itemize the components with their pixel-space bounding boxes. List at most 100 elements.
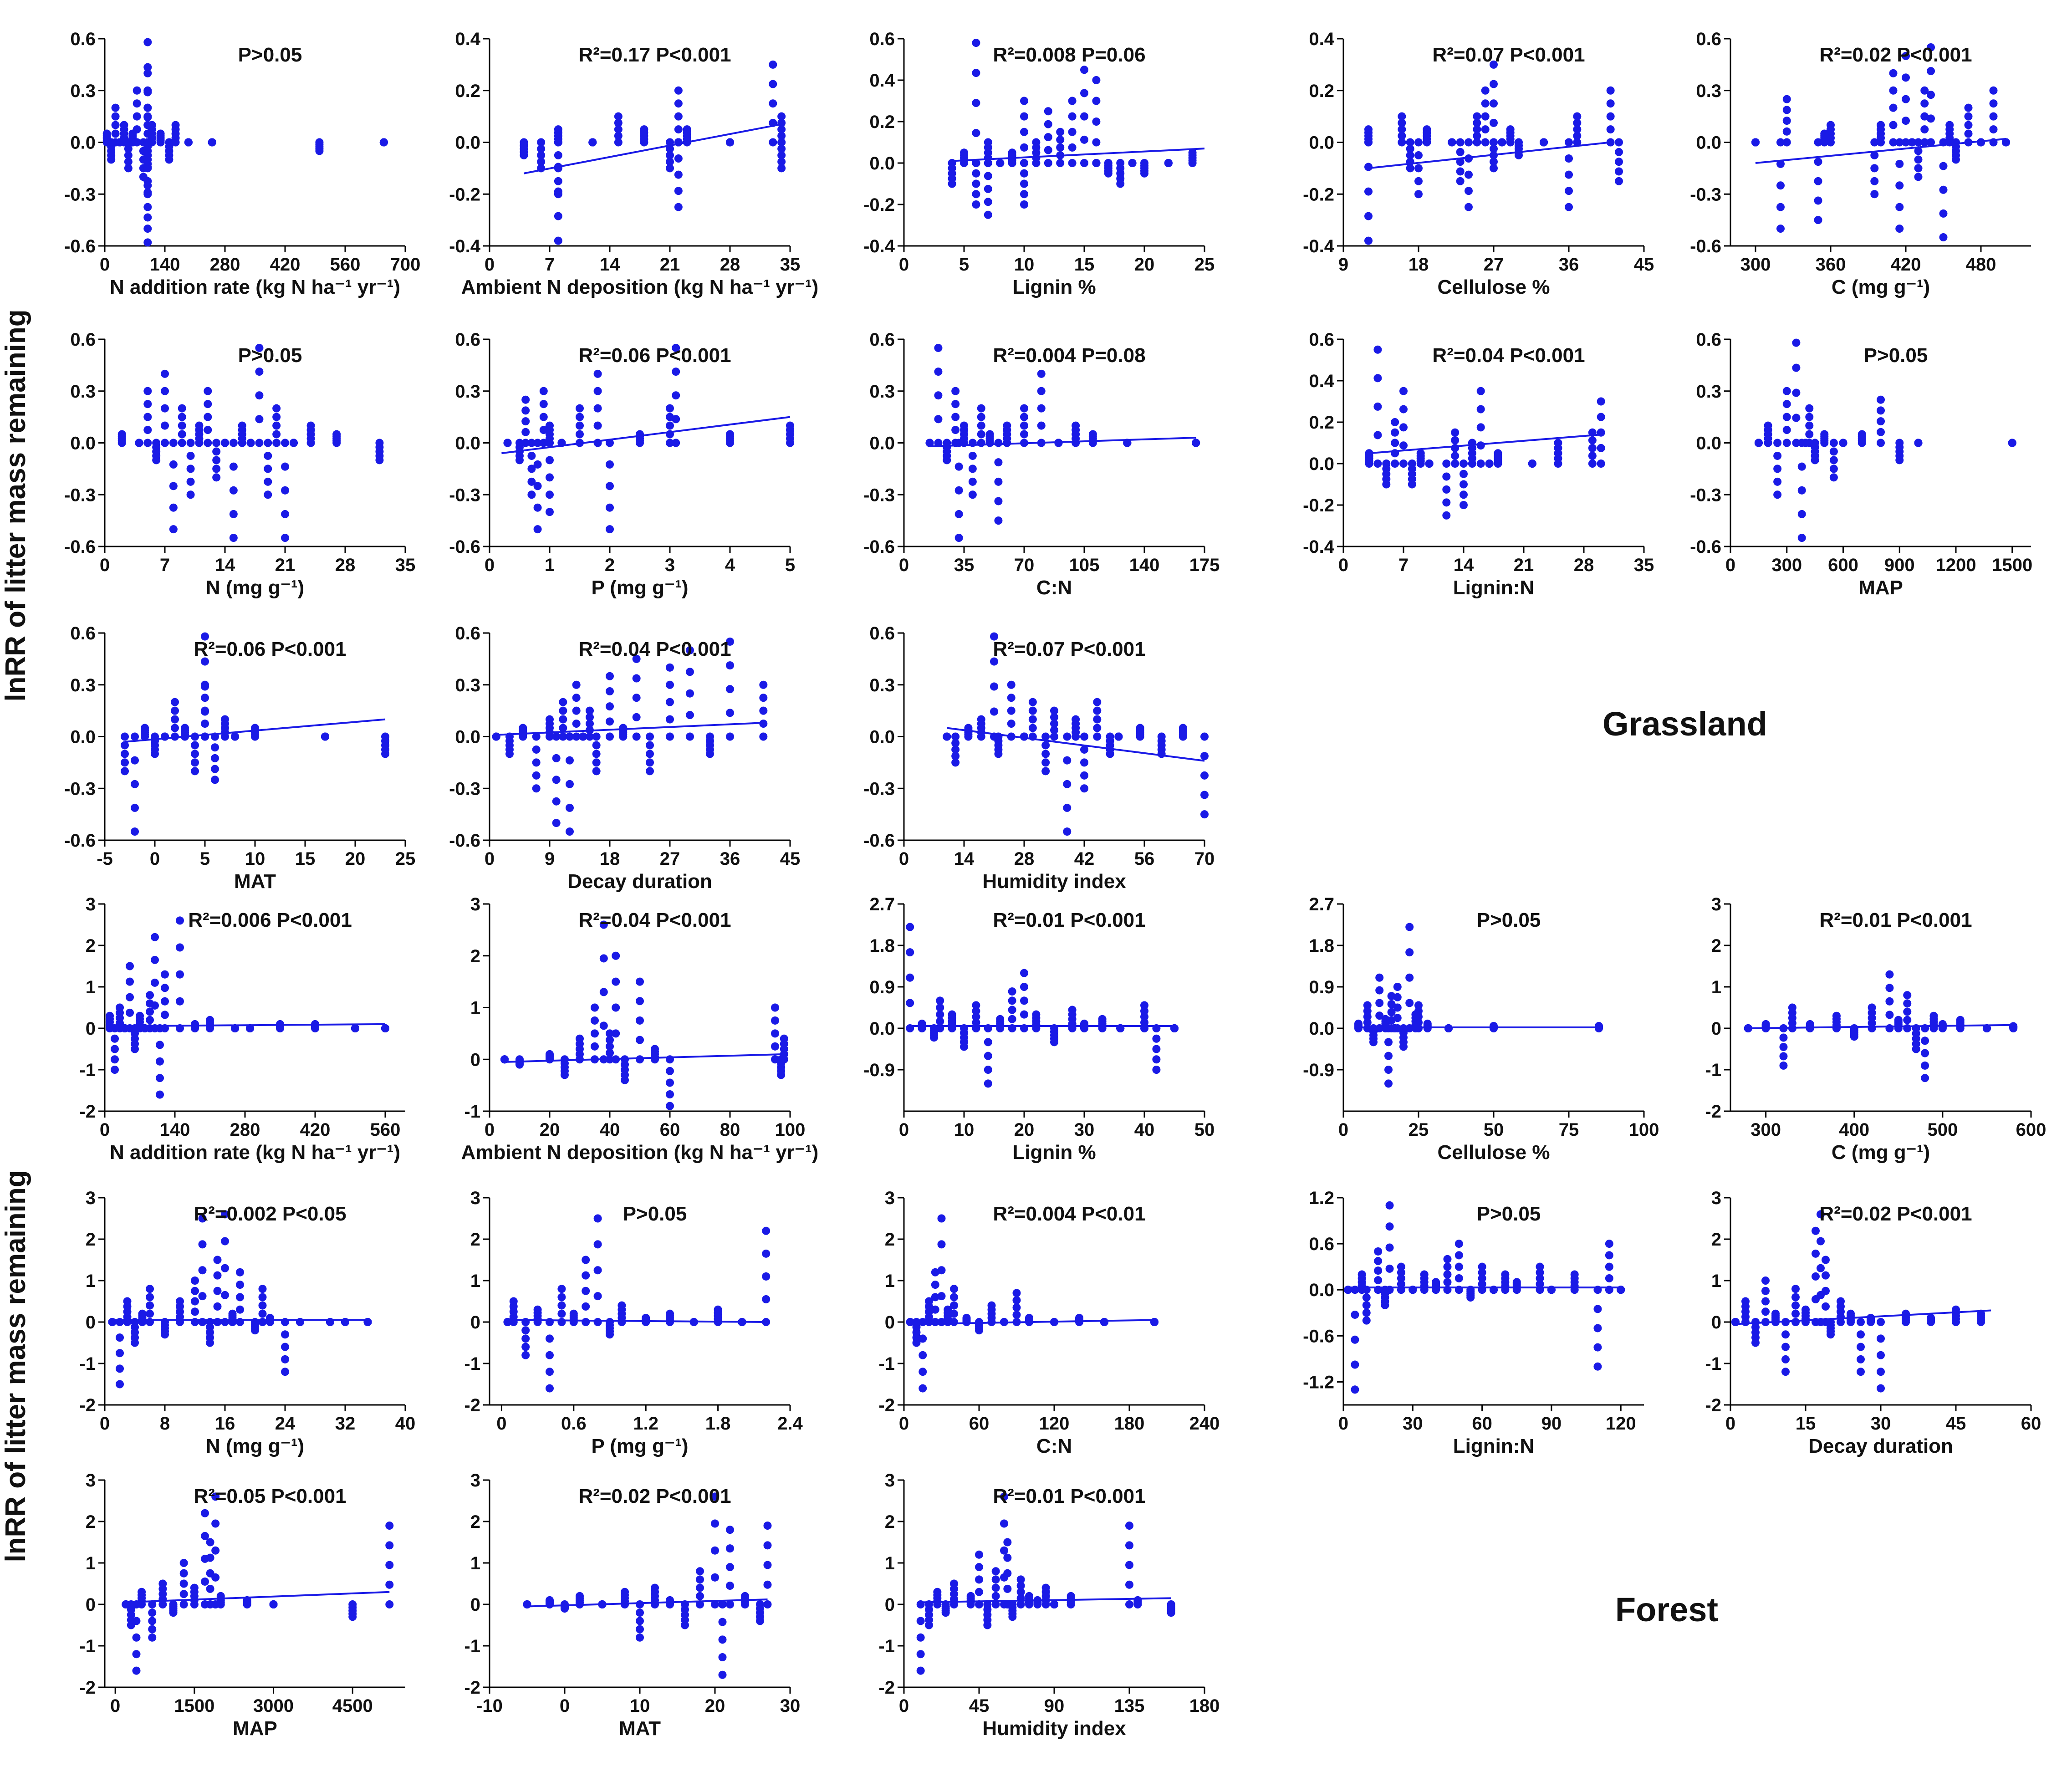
data-point-mark (931, 1268, 939, 1276)
data-point-mark (1003, 1584, 1012, 1593)
data-point-mark (1903, 1007, 1912, 1016)
data-point-mark (521, 1343, 530, 1351)
x-axis-title: P (mg g⁻¹) (591, 1435, 688, 1457)
data-point-mark (1050, 726, 1058, 735)
data-point (951, 732, 960, 767)
data-point-mark (1093, 706, 1102, 715)
data-point-mark (1000, 1492, 1008, 1501)
data-point-mark (1200, 791, 1209, 799)
data-point-mark (931, 1281, 939, 1289)
data-point-mark (1460, 470, 1468, 478)
data-point-mark (1364, 163, 1373, 171)
data-point (1802, 1305, 1810, 1326)
data-point-mark (1020, 169, 1028, 178)
data-point-mark (696, 1583, 704, 1592)
data-point-mark (954, 462, 963, 471)
y-tick-label: 3 (86, 1188, 96, 1208)
data-point-mark (321, 732, 329, 741)
data-point-mark (686, 711, 694, 720)
data-point-mark (1776, 181, 1785, 190)
data-point (1751, 138, 1760, 147)
data-point (148, 121, 156, 147)
data-point-mark (569, 1318, 578, 1326)
data-point (975, 1318, 983, 1335)
data-point-mark (1870, 190, 1879, 199)
data-point-mark (1003, 439, 1011, 447)
x-tick-label: 90 (1044, 1696, 1065, 1716)
y-tick-label: 0.3 (70, 382, 96, 402)
data-point-mark (1384, 1066, 1393, 1074)
x-tick-label: 120 (1606, 1414, 1636, 1434)
data-point-mark (1989, 125, 1998, 134)
data-point-mark (1885, 1024, 1894, 1032)
data-point (619, 724, 628, 741)
data-point (276, 1020, 284, 1032)
data-point-mark (1020, 413, 1028, 421)
data-point (206, 1318, 214, 1347)
stat-annotation: P>0.05 (1477, 909, 1541, 931)
data-point (1354, 1019, 1363, 1032)
data-point-mark (1050, 720, 1058, 728)
data-point (1920, 86, 1929, 147)
data-point-mark (546, 1384, 554, 1393)
data-point-mark (1444, 1024, 1453, 1032)
data-point-mark (1920, 138, 1929, 147)
data-point-mark (606, 1042, 614, 1051)
y-tick-label: 0.4 (455, 29, 480, 49)
data-point-mark (1536, 1274, 1544, 1282)
data-point (1382, 460, 1391, 489)
data-point-mark (211, 776, 219, 784)
data-point (1003, 1538, 1012, 1608)
data-point (1797, 439, 1806, 542)
data-point-mark (561, 1600, 569, 1608)
data-point-mark (1805, 404, 1814, 413)
data-point-mark (1588, 444, 1597, 452)
data-point (289, 439, 298, 447)
data-point-mark (636, 1625, 644, 1634)
data-point-mark (1375, 973, 1384, 982)
data-point-mark (951, 387, 960, 395)
data-point-mark (126, 962, 134, 970)
data-point-mark (221, 1237, 229, 1246)
data-point-mark (1391, 460, 1399, 468)
data-point-mark (221, 439, 229, 447)
data-point-mark (156, 138, 165, 147)
data-point-mark (201, 694, 209, 702)
data-point-mark (148, 1633, 157, 1642)
data-point-mark (208, 138, 216, 147)
data-point-mark (243, 1600, 251, 1608)
x-tick-label: 0.6 (561, 1414, 587, 1434)
data-point (906, 923, 914, 1032)
data-point-mark (1363, 1024, 1372, 1032)
data-point (994, 732, 1003, 758)
data-point-mark (606, 1029, 614, 1038)
x-axis-title: Lignin:N (1453, 577, 1534, 599)
y-tick-label: -2 (878, 1395, 895, 1415)
data-point-mark (1964, 121, 1973, 129)
data-point-mark (726, 1600, 734, 1608)
data-point (972, 39, 980, 167)
x-tick-label: 0 (485, 849, 495, 869)
data-point-mark (169, 503, 178, 512)
data-point (1425, 460, 1434, 468)
data-point-mark (968, 477, 977, 486)
data-point-mark (126, 1008, 134, 1017)
data-point-mark (1782, 400, 1791, 408)
x-tick-label: 75 (1559, 1120, 1579, 1140)
data-point-mark (614, 118, 623, 127)
data-point-mark (726, 732, 734, 741)
y-tick-label: -0.4 (863, 236, 895, 256)
data-point-mark (557, 1318, 566, 1326)
data-point-mark (1016, 1600, 1025, 1608)
data-point-mark (1812, 1226, 1820, 1235)
data-point-mark (1456, 148, 1465, 156)
data-point-mark (1200, 752, 1209, 761)
data-point-mark (1106, 732, 1114, 741)
data-point-mark (951, 739, 960, 747)
data-point-mark (1012, 1296, 1021, 1305)
data-point (1399, 387, 1408, 468)
x-tick-label: 32 (335, 1414, 356, 1434)
data-point-mark (131, 780, 139, 788)
